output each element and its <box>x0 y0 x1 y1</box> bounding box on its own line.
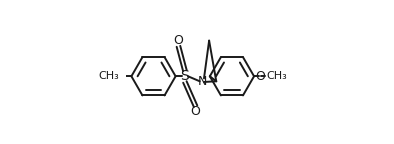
Text: S: S <box>180 69 189 83</box>
Text: CH₃: CH₃ <box>266 71 287 81</box>
Text: O: O <box>255 70 265 83</box>
Text: O: O <box>173 34 183 47</box>
Text: CH₃: CH₃ <box>98 71 119 81</box>
Text: O: O <box>191 105 201 118</box>
Text: N: N <box>197 75 207 88</box>
